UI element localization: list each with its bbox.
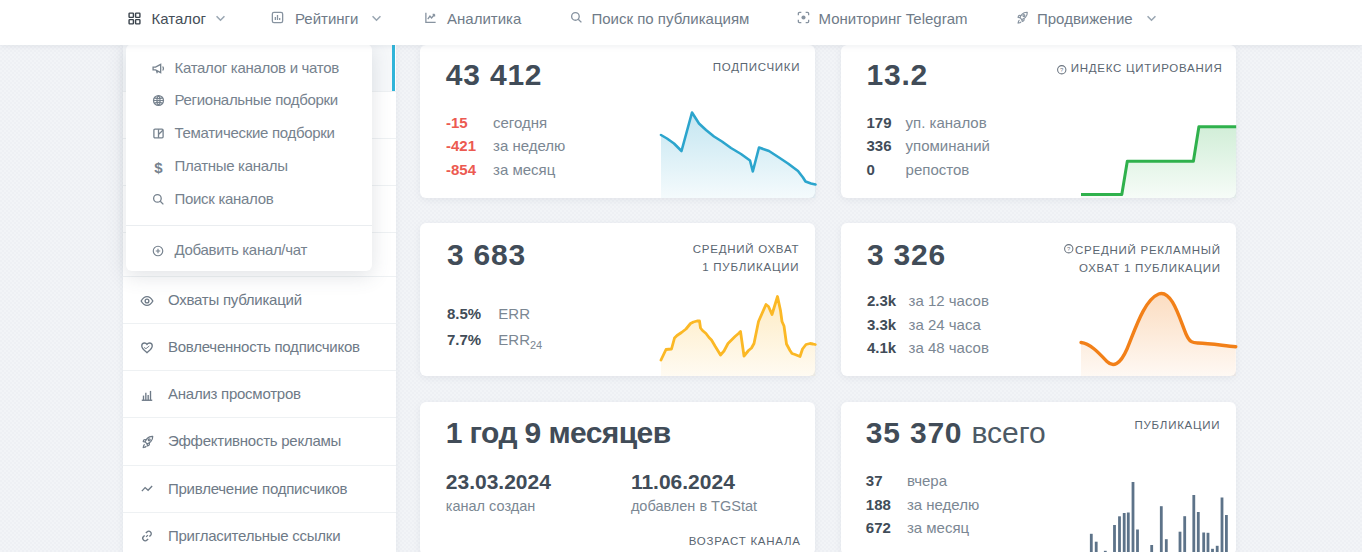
svg-text:?: ?	[1067, 246, 1071, 252]
svg-text:?: ?	[1060, 67, 1064, 73]
